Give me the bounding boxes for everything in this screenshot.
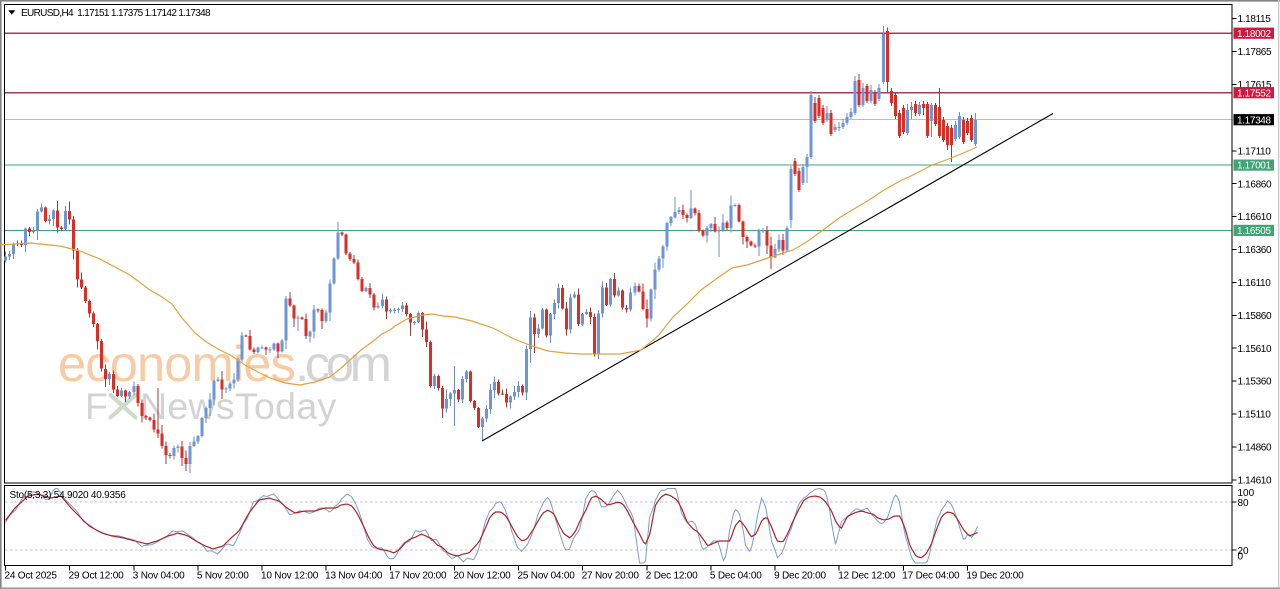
svg-text:13 Nov 04:00: 13 Nov 04:00 [325, 571, 383, 582]
svg-text:9 Dec 20:00: 9 Dec 20:00 [774, 571, 826, 582]
svg-text:80: 80 [1238, 498, 1250, 509]
svg-text:29 Oct 12:00: 29 Oct 12:00 [69, 571, 124, 582]
svg-text:27 Nov 20:00: 27 Nov 20:00 [582, 571, 640, 582]
svg-text:1.17001: 1.17001 [1237, 161, 1271, 172]
svg-text:20: 20 [1238, 546, 1250, 557]
svg-text:17 Nov 20:00: 17 Nov 20:00 [389, 571, 447, 582]
svg-text:1.15360: 1.15360 [1238, 377, 1272, 388]
svg-text:EURUSD,H4 1.17151 1.17375 1.1: EURUSD,H4 1.17151 1.17375 1.17142 1.1734… [21, 8, 211, 19]
svg-text:F: F [85, 385, 108, 427]
svg-text:24 Oct 2025: 24 Oct 2025 [5, 571, 58, 582]
svg-text:Sto(5,3,3) 54.9020 40.9356: Sto(5,3,3) 54.9020 40.9356 [10, 490, 127, 501]
svg-text:1.18115: 1.18115 [1238, 14, 1272, 25]
svg-text:2 Dec 12:00: 2 Dec 12:00 [646, 571, 698, 582]
svg-text:1.17110: 1.17110 [1238, 146, 1272, 157]
svg-text:1.15110: 1.15110 [1238, 410, 1272, 421]
svg-text:12 Dec 12:00: 12 Dec 12:00 [838, 571, 896, 582]
svg-text:10 Nov 12:00: 10 Nov 12:00 [261, 571, 319, 582]
svg-text:17 Dec 04:00: 17 Dec 04:00 [902, 571, 960, 582]
svg-text:5 Dec 04:00: 5 Dec 04:00 [710, 571, 762, 582]
svg-text:1.16610: 1.16610 [1238, 212, 1272, 223]
svg-text:1.18002: 1.18002 [1237, 29, 1271, 40]
svg-text:1.17552: 1.17552 [1237, 88, 1271, 99]
svg-text:100: 100 [1238, 488, 1255, 499]
svg-text:0: 0 [1238, 552, 1244, 563]
svg-text:3 Nov 04:00: 3 Nov 04:00 [133, 571, 185, 582]
svg-text:1.15610: 1.15610 [1238, 344, 1272, 355]
svg-text:20 Nov 12:00: 20 Nov 12:00 [453, 571, 511, 582]
svg-text:1.16505: 1.16505 [1237, 226, 1271, 237]
svg-text:1.14860: 1.14860 [1238, 443, 1272, 454]
svg-text:1.15860: 1.15860 [1238, 311, 1272, 322]
svg-text:1.17865: 1.17865 [1238, 47, 1272, 58]
svg-text:NewsToday: NewsToday [140, 385, 337, 427]
svg-text:1.16860: 1.16860 [1238, 179, 1272, 190]
svg-text:25 Nov 04:00: 25 Nov 04:00 [518, 571, 576, 582]
svg-text:5 Nov 20:00: 5 Nov 20:00 [197, 571, 249, 582]
svg-text:1.17348: 1.17348 [1237, 115, 1271, 126]
svg-text:19 Dec 20:00: 19 Dec 20:00 [966, 571, 1024, 582]
svg-text:1.17615: 1.17615 [1238, 80, 1272, 91]
svg-text:1.16110: 1.16110 [1238, 278, 1272, 289]
svg-text:1.14610: 1.14610 [1238, 475, 1272, 486]
svg-text:1.16360: 1.16360 [1238, 245, 1272, 256]
